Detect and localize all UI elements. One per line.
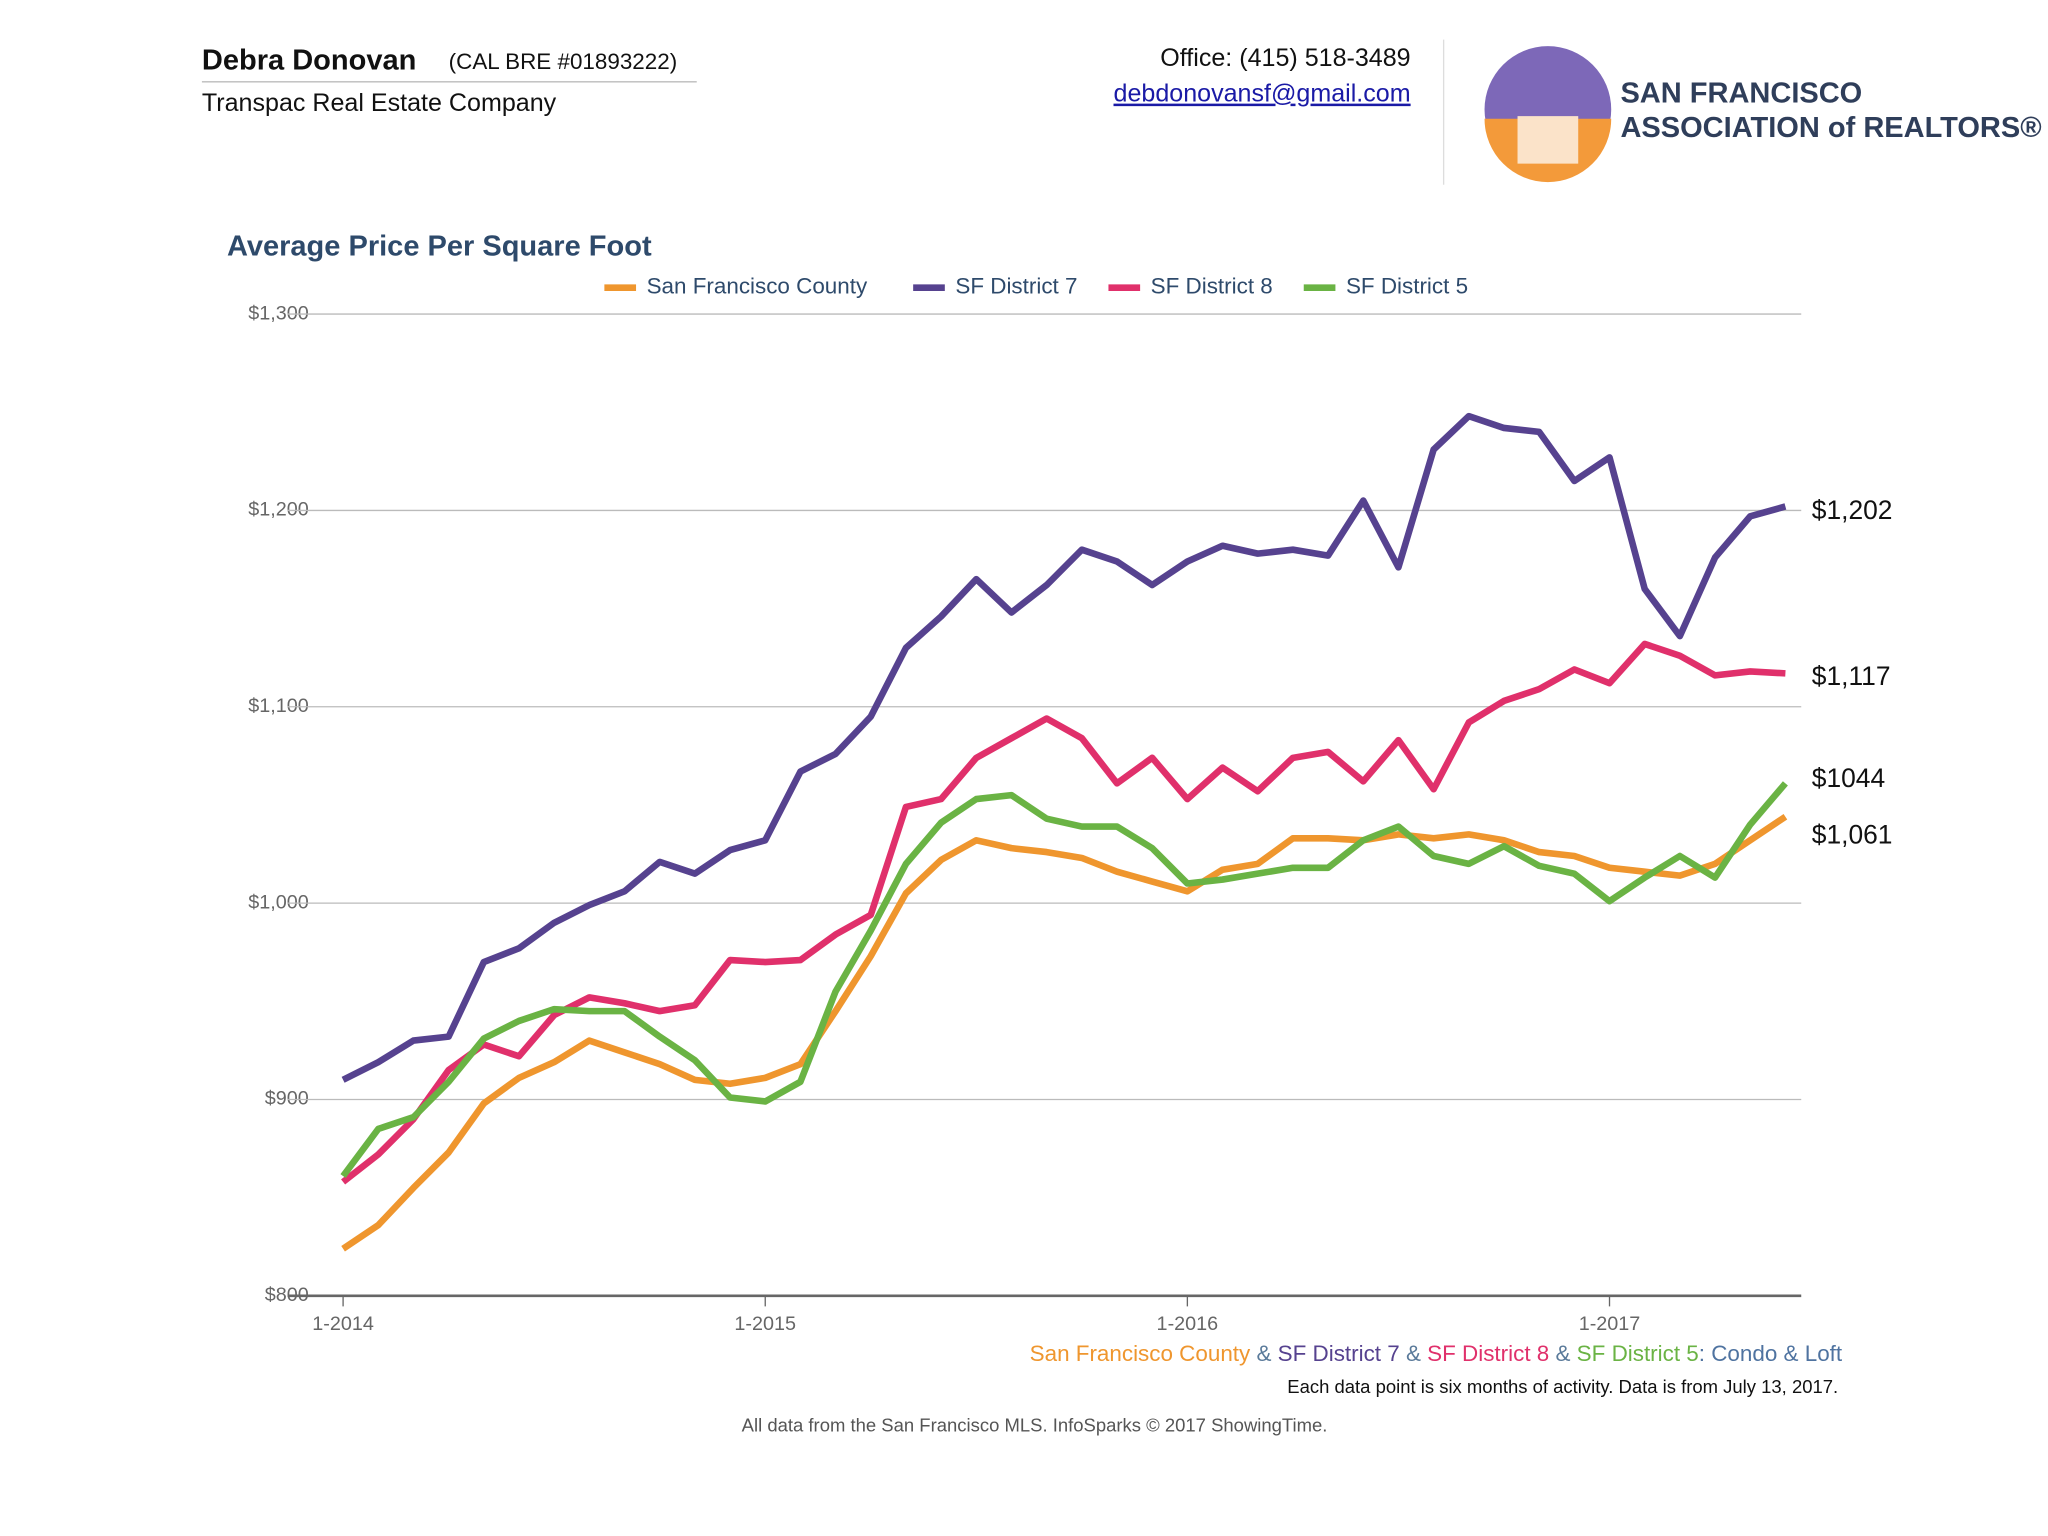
x-tick-label: 1-2015 xyxy=(734,1313,796,1335)
x-tick-label: 1-2014 xyxy=(312,1313,374,1335)
email[interactable]: debdonovansf@gmail.com xyxy=(1114,80,1411,108)
x-tick-label: 1-2017 xyxy=(1579,1313,1641,1335)
y-tick-label: $1,000 xyxy=(248,891,309,913)
series-line xyxy=(341,640,1786,1185)
chart-title: Average Price Per Square Foot xyxy=(227,231,652,263)
footer-legend-part: : Condo & Loft xyxy=(1699,1341,1843,1366)
y-tick-label: $1,300 xyxy=(248,302,309,324)
office: Office: (415) 518-3489 xyxy=(1160,44,1410,72)
annotation: $1044 xyxy=(1812,763,1885,793)
license: (CAL BRE #01893222) xyxy=(449,49,678,74)
logo-line1: SAN FRANCISCO xyxy=(1620,78,1862,110)
footer-legend-part: & xyxy=(1549,1341,1576,1366)
y-tick-label: $900 xyxy=(265,1088,309,1110)
note: Each data point is six months of activit… xyxy=(1287,1376,1838,1397)
footer-legend-part: SF District 5 xyxy=(1577,1341,1699,1366)
footer-legend-part: SF District 8 xyxy=(1427,1341,1549,1366)
legend-label: SF District 8 xyxy=(1151,274,1273,299)
annotation: $1,117 xyxy=(1812,661,1891,691)
footer-legend-part: & xyxy=(1250,1341,1277,1366)
agent-name: Debra Donovan xyxy=(202,45,416,77)
legend-label: San Francisco County xyxy=(647,274,868,299)
logo-line2: ASSOCIATION of REALTORS® xyxy=(1620,112,2041,144)
series-line xyxy=(341,813,1788,1252)
logo-house xyxy=(1517,116,1579,164)
company: Transpac Real Estate Company xyxy=(202,89,557,117)
footer-legend-part: & xyxy=(1400,1341,1427,1366)
annotation: $1,061 xyxy=(1812,820,1893,850)
y-tick-label: $1,100 xyxy=(248,695,309,717)
source: All data from the San Francisco MLS. Inf… xyxy=(742,1414,1328,1435)
legend-label: SF District 7 xyxy=(955,274,1077,299)
annotation: $1,202 xyxy=(1812,495,1893,525)
y-tick-label: $800 xyxy=(265,1284,309,1306)
series-line xyxy=(341,412,1787,1083)
series-line xyxy=(340,781,1788,1179)
footer-legend-part: San Francisco County xyxy=(1030,1341,1251,1366)
legend-label: SF District 5 xyxy=(1346,274,1468,299)
footer-legend: San Francisco County & SF District 7 & S… xyxy=(1030,1341,1843,1366)
footer-legend-part: SF District 7 xyxy=(1278,1341,1400,1366)
y-tick-label: $1,200 xyxy=(248,499,309,521)
x-tick-label: 1-2016 xyxy=(1157,1313,1219,1335)
